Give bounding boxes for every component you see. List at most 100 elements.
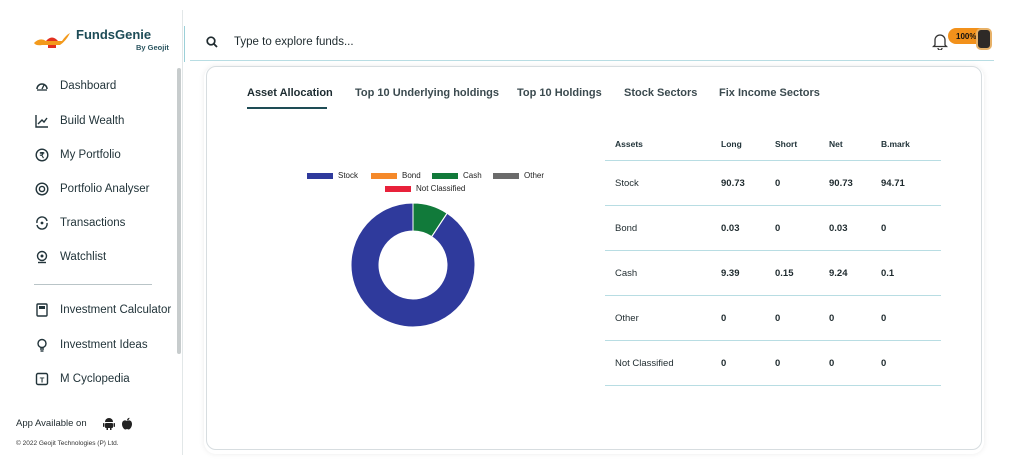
- table-row: Other 0 0 0 0: [605, 297, 941, 341]
- table-cell: 0: [829, 313, 835, 324]
- tab-stock-sectors[interactable]: Stock Sectors: [624, 87, 697, 99]
- table-cell: 0: [881, 358, 887, 369]
- sidebar-item-label: Investment Ideas: [60, 339, 148, 351]
- table-cell: 0: [721, 313, 727, 324]
- table-row: Bond 0.03 0 0.03 0: [605, 207, 941, 251]
- logo-divider: [184, 26, 185, 62]
- column-header: Short: [775, 139, 798, 149]
- legend-swatch: [371, 172, 397, 179]
- sidebar-item-label: Portfolio Analyser: [60, 183, 150, 195]
- table-header-row: Assets Long Short Net B.mark: [605, 129, 941, 161]
- sidebar: FundsGenie By Geojit Dashboard Build Wea…: [14, 10, 182, 455]
- top-bar-divider: [190, 60, 994, 61]
- tab-top-10-underlying-holdings[interactable]: Top 10 Underlying holdings: [355, 87, 499, 99]
- watchlist-icon: [34, 249, 50, 265]
- column-header: B.mark: [881, 139, 910, 149]
- sidebar-item-investment-ideas[interactable]: Investment Ideas: [34, 333, 148, 357]
- analyser-icon: [34, 181, 50, 197]
- app-available-label: App Available on: [16, 418, 87, 429]
- table-row: Stock 90.73 0 90.73 94.71: [605, 162, 941, 206]
- svg-text:T: T: [40, 376, 45, 385]
- chart-up-icon: [34, 113, 50, 129]
- sidebar-item-label: Watchlist: [60, 251, 107, 263]
- table-cell: Other: [615, 313, 639, 324]
- column-header: Long: [721, 139, 742, 149]
- sidebar-item-watchlist[interactable]: Watchlist: [34, 245, 106, 269]
- tab-fix-income-sectors[interactable]: Fix Income Sectors: [719, 87, 820, 99]
- table-cell: 0: [881, 223, 887, 234]
- brand-name: FundsGenie: [76, 27, 152, 42]
- book-icon: T: [34, 371, 50, 387]
- sidebar-item-label: M Cyclopedia: [60, 373, 130, 385]
- legend-swatch: [432, 172, 458, 179]
- calculator-icon: [34, 302, 50, 318]
- legend-item[interactable]: Stock: [307, 171, 358, 180]
- active-tab-indicator: [247, 107, 327, 109]
- legend-label: Bond: [402, 171, 421, 180]
- table-cell: 9.39: [721, 268, 740, 279]
- legend-item[interactable]: Not Classified: [385, 184, 465, 193]
- bulb-icon: [34, 337, 50, 353]
- donut-slice-stock[interactable]: [350, 202, 476, 328]
- portfolio-icon: ₹: [34, 147, 50, 163]
- table-cell: 0: [881, 313, 887, 324]
- tab-top-10-holdings[interactable]: Top 10 Holdings: [517, 87, 602, 99]
- tab-label: Top 10 Holdings: [517, 87, 602, 99]
- tab-label: Top 10 Underlying holdings: [355, 87, 500, 99]
- sidebar-item-label: Dashboard: [60, 80, 117, 92]
- tab-label: Asset Allocation: [247, 87, 333, 99]
- transactions-icon: [34, 215, 50, 231]
- tab-asset-allocation[interactable]: Asset Allocation: [247, 87, 333, 99]
- main-card: Asset Allocation Top 10 Underlying holdi…: [206, 66, 982, 450]
- app-frame: FundsGenie By Geojit Dashboard Build Wea…: [14, 10, 996, 455]
- table-cell: 0: [775, 178, 781, 189]
- sidebar-border: [182, 10, 183, 455]
- table-cell: 0.1: [881, 268, 895, 279]
- bell-icon[interactable]: [932, 32, 948, 50]
- brand-subtitle: By Geojit: [136, 43, 169, 52]
- legend-label: Not Classified: [416, 184, 466, 193]
- search-input[interactable]: [234, 30, 634, 54]
- table-row: Cash 9.39 0.15 9.24 0.1: [605, 252, 941, 296]
- dashboard-icon: [34, 78, 50, 94]
- table-cell: 0.03: [829, 223, 848, 234]
- battery-label: 100%: [956, 31, 977, 41]
- sidebar-item-m-cyclopedia[interactable]: T M Cyclopedia: [34, 367, 130, 391]
- legend-item[interactable]: Bond: [371, 171, 421, 180]
- sidebar-item-portfolio-analyser[interactable]: Portfolio Analyser: [34, 177, 150, 201]
- search-icon: [206, 36, 218, 48]
- sidebar-item-investment-calculator[interactable]: Investment Calculator: [34, 298, 171, 322]
- legend-item[interactable]: Cash: [432, 171, 482, 180]
- sidebar-divider: [34, 284, 152, 285]
- legend-swatch: [307, 172, 333, 179]
- sidebar-item-label: Transactions: [60, 217, 126, 229]
- table-cell: 0: [829, 358, 835, 369]
- android-icon[interactable]: [102, 417, 115, 430]
- apple-icon[interactable]: [121, 417, 133, 430]
- sidebar-item-label: Investment Calculator: [60, 304, 172, 316]
- tab-label: Fix Income Sectors: [719, 87, 820, 99]
- table-cell: 90.73: [721, 178, 745, 189]
- top-bar: 100%: [190, 24, 996, 62]
- genie-lamp-icon: [34, 33, 70, 48]
- table-cell: 0: [775, 223, 781, 234]
- sidebar-item-build-wealth[interactable]: Build Wealth: [34, 109, 124, 133]
- sidebar-item-dashboard[interactable]: Dashboard: [34, 74, 116, 98]
- sidebar-scrollbar[interactable]: [177, 68, 181, 354]
- donut-slice-cash[interactable]: [412, 202, 448, 238]
- table-cell: 90.73: [829, 178, 853, 189]
- logo[interactable]: FundsGenie By Geojit: [32, 25, 172, 59]
- table-cell: Not Classified: [615, 358, 674, 369]
- legend-swatch: [493, 172, 519, 179]
- sidebar-item-transactions[interactable]: Transactions: [34, 211, 125, 235]
- avatar[interactable]: [976, 28, 992, 50]
- table-cell: Bond: [615, 223, 638, 234]
- svg-text:₹: ₹: [39, 151, 44, 160]
- sidebar-item-my-portfolio[interactable]: ₹ My Portfolio: [34, 143, 121, 167]
- legend-item[interactable]: Other: [493, 171, 544, 180]
- table-cell: 0: [721, 358, 727, 369]
- asset-allocation-donut-chart: [350, 202, 476, 328]
- column-header: Net: [829, 139, 843, 149]
- app-available: App Available on: [16, 417, 133, 430]
- table-row: Not Classified 0 0 0 0: [605, 342, 941, 386]
